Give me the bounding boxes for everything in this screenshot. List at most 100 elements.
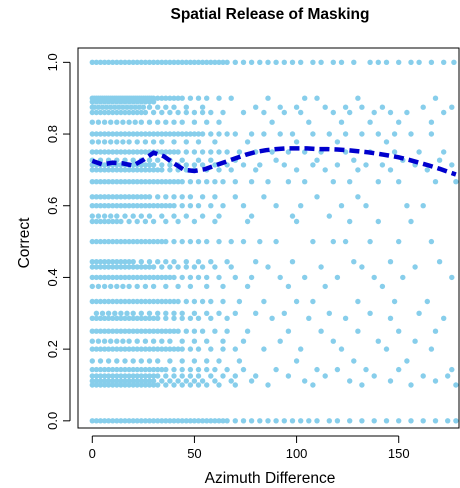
data-point [97, 99, 104, 105]
data-point [134, 418, 140, 424]
data-point [351, 59, 357, 65]
data-point [281, 418, 287, 424]
data-point [108, 119, 114, 125]
data-point [130, 373, 136, 379]
data-point [347, 218, 353, 225]
data-point [167, 149, 173, 155]
data-point [375, 131, 381, 137]
data-point [195, 238, 202, 245]
data-point [89, 338, 96, 344]
data-point [89, 213, 96, 219]
data-point [126, 346, 132, 352]
data-point [114, 167, 120, 173]
data-point [163, 179, 169, 185]
data-point [122, 382, 128, 388]
data-point [187, 366, 194, 373]
data-point [138, 109, 144, 116]
data-point [146, 104, 153, 110]
data-point [236, 358, 243, 364]
data-point [298, 346, 304, 352]
data-point [383, 139, 390, 145]
data-point [142, 283, 149, 290]
data-point [289, 213, 296, 219]
data-point [293, 167, 300, 173]
data-point [93, 194, 100, 200]
data-point [114, 131, 120, 137]
data-point [199, 104, 206, 110]
data-point [122, 99, 128, 105]
y-tick-label: 0.0 [45, 412, 60, 430]
data-point [379, 283, 386, 290]
data-point [114, 315, 120, 321]
data-point [110, 109, 116, 116]
data-point [163, 283, 169, 290]
data-point [146, 59, 153, 65]
data-point [445, 418, 451, 424]
data-point [146, 315, 153, 321]
data-point [163, 259, 169, 265]
data-point [122, 366, 128, 373]
data-point [363, 162, 369, 168]
data-point [228, 95, 234, 101]
data-point [212, 328, 218, 334]
data-point [101, 119, 108, 125]
data-point [101, 131, 108, 137]
data-point [163, 310, 169, 316]
data-point [150, 382, 157, 388]
data-point [130, 213, 136, 219]
data-point [97, 264, 104, 270]
data-point [396, 418, 402, 424]
data-point [216, 95, 222, 101]
data-point [138, 315, 144, 321]
data-point [112, 310, 118, 316]
data-point [310, 131, 316, 137]
data-point [105, 298, 112, 305]
x-axis-label: Azimuth Difference [204, 470, 336, 487]
data-point [97, 418, 104, 424]
data-point [114, 149, 120, 155]
data-point [126, 139, 132, 145]
data-point [105, 378, 112, 384]
data-point [322, 283, 328, 290]
data-point [216, 418, 222, 424]
data-point [97, 179, 104, 185]
data-point [138, 119, 144, 125]
data-point [408, 418, 414, 424]
data-point [112, 104, 118, 110]
data-point [212, 264, 218, 270]
data-point [146, 259, 153, 265]
data-point [146, 298, 153, 305]
data-point [187, 95, 194, 101]
data-point [273, 203, 279, 209]
data-point [142, 264, 149, 270]
data-point [195, 315, 202, 321]
data-point [191, 109, 198, 116]
data-point [105, 310, 112, 316]
data-point [420, 418, 426, 424]
data-point [118, 131, 124, 137]
data-point [159, 149, 165, 155]
data-point [101, 264, 108, 270]
data-point [146, 328, 153, 334]
data-point [101, 382, 108, 388]
data-point [387, 378, 394, 384]
data-point [101, 238, 108, 245]
data-point [281, 162, 287, 168]
data-point [108, 213, 114, 219]
data-point [126, 194, 132, 200]
data-point [163, 238, 169, 245]
data-point [199, 59, 206, 65]
data-point [150, 59, 157, 65]
data-point [89, 149, 96, 155]
data-point [240, 338, 247, 344]
data-point [441, 109, 447, 116]
data-point [101, 59, 108, 65]
data-point [150, 298, 157, 305]
data-point [163, 315, 169, 321]
data-point [159, 59, 165, 65]
data-point [97, 218, 104, 225]
data-point [101, 315, 108, 321]
data-point [453, 382, 459, 388]
data-point [220, 283, 226, 290]
data-point [167, 95, 173, 101]
